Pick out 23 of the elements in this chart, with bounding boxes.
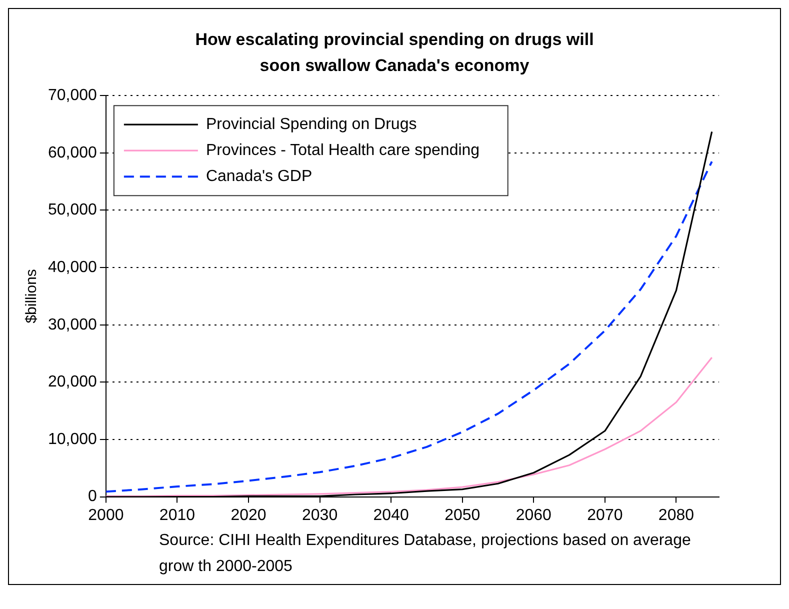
x-tick-label: 2010 bbox=[159, 506, 196, 524]
x-tick-label: 2080 bbox=[658, 506, 694, 524]
x-tick-label: 2070 bbox=[587, 506, 623, 524]
x-tick-label: 2040 bbox=[373, 506, 409, 524]
y-tick-label: 20,000 bbox=[48, 374, 98, 391]
y-tick-label: 60,000 bbox=[48, 144, 98, 162]
x-tick-label: 2000 bbox=[88, 506, 124, 524]
legend-label: Canada's GDP bbox=[206, 168, 312, 186]
y-tick-label: 0 bbox=[88, 488, 98, 506]
x-tick-label: 2050 bbox=[444, 506, 480, 524]
y-axis-title: $billions bbox=[23, 269, 40, 324]
x-tick-label: 2060 bbox=[516, 506, 552, 524]
y-tick-label: 70,000 bbox=[48, 87, 98, 104]
x-tick-label: 2020 bbox=[230, 506, 266, 524]
chart-title: How escalating provincial spending on drugs will soon swallow Canada's economy bbox=[194, 29, 595, 77]
legend-label: Provincial Spending on Drugs bbox=[206, 116, 417, 134]
y-tick-label: 10,000 bbox=[48, 430, 98, 448]
x-tick-label: 2030 bbox=[302, 506, 338, 524]
y-tick-label: 50,000 bbox=[48, 202, 98, 219]
y-tick-label: 30,000 bbox=[48, 316, 98, 334]
source-note: Source: CIHI Health Expenditures Database, projections based on average grow th 2000-2005 bbox=[159, 531, 692, 577]
y-tick-label: 40,000 bbox=[48, 258, 98, 276]
legend-label: Provinces - Total Health care spending bbox=[206, 142, 480, 160]
